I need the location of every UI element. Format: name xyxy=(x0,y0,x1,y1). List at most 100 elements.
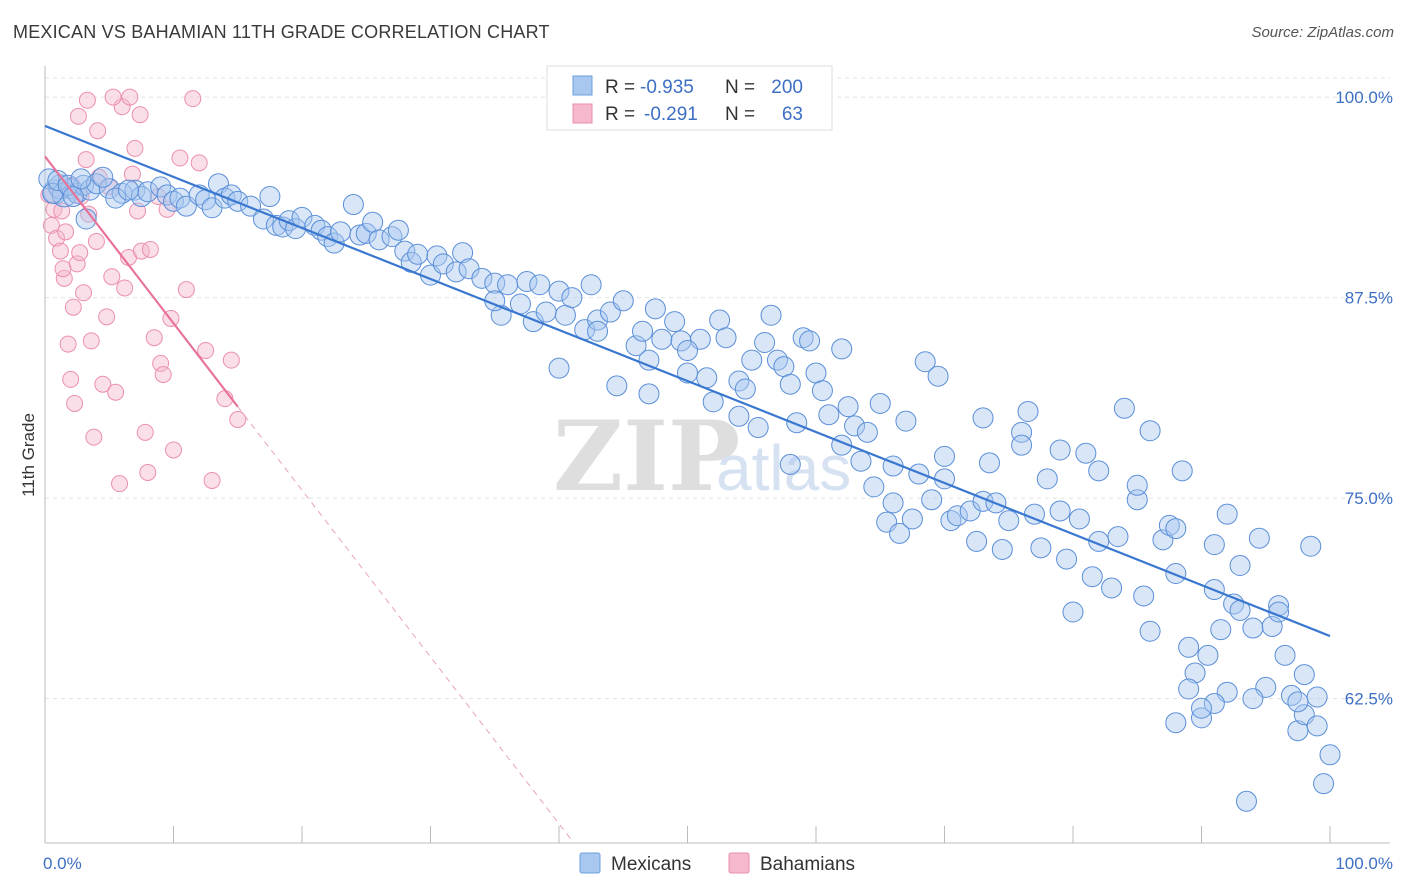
watermark-atlas: atlas xyxy=(716,432,851,504)
mexican-point xyxy=(1306,686,1328,708)
mexican-point xyxy=(779,373,801,395)
mexican-point xyxy=(471,267,493,289)
mexican-point xyxy=(1242,688,1264,710)
mexican-point xyxy=(1126,489,1148,511)
bahamian-point xyxy=(203,471,221,489)
mexican-point xyxy=(1191,697,1212,719)
mexican-point xyxy=(908,463,930,485)
source-label: Source: ZipAtlas.com xyxy=(1251,24,1394,41)
mexican-point xyxy=(92,166,114,188)
mexican-point xyxy=(638,383,660,405)
bahamian-point xyxy=(123,165,141,183)
mexican-point xyxy=(651,328,673,350)
mexican-point xyxy=(1158,514,1180,536)
bahamian-point xyxy=(177,281,195,299)
mexican-point xyxy=(1171,460,1193,482)
mexican-point xyxy=(895,410,917,432)
mexican-point xyxy=(407,243,429,265)
mexican-point xyxy=(632,320,654,342)
grid-lines xyxy=(45,77,1390,700)
y-tick-label: 87.5% xyxy=(1345,289,1393,308)
bahamians-trend-line xyxy=(44,155,239,408)
mexican-point xyxy=(1101,577,1123,599)
mexican-point xyxy=(760,304,782,326)
legend-n-value-1: 200 xyxy=(771,77,803,98)
mexican-point xyxy=(998,510,1020,532)
mexican-point xyxy=(118,179,140,201)
bahamian-point xyxy=(85,428,103,446)
bahamian-point xyxy=(190,154,208,172)
mexican-point xyxy=(946,505,968,527)
bottom-legend-swatch-bahamians xyxy=(728,852,750,874)
legend-r-label-2: R = xyxy=(605,104,635,125)
mexican-point xyxy=(1300,535,1322,557)
mexican-point xyxy=(163,190,184,212)
mexican-point xyxy=(580,274,602,296)
bahamian-point xyxy=(62,370,80,388)
mexican-point xyxy=(837,396,859,418)
mexican-point xyxy=(394,240,416,262)
mexican-point xyxy=(535,301,557,323)
bahamian-point xyxy=(64,298,82,316)
mexican-point xyxy=(1017,400,1039,422)
trend-lines xyxy=(44,124,1331,844)
mexican-point xyxy=(368,229,390,251)
mexican-point xyxy=(1197,644,1219,666)
mexican-point xyxy=(606,375,628,397)
mexican-point xyxy=(1203,534,1225,556)
series-legend: Mexicans Bahamians xyxy=(579,852,855,875)
legend-r-label-1: R = xyxy=(605,77,635,98)
bahamian-point xyxy=(78,91,96,109)
legend-n-label-1: N = xyxy=(725,77,755,98)
mexican-point xyxy=(156,184,178,206)
mexican-point xyxy=(1210,619,1232,641)
bahamian-point xyxy=(98,308,116,326)
mexican-point xyxy=(644,298,666,320)
y-tick-label: 100.0% xyxy=(1335,88,1393,107)
mexican-point xyxy=(240,195,262,217)
mexican-point xyxy=(889,522,911,544)
mexican-point xyxy=(966,530,988,552)
mexican-point xyxy=(529,274,551,296)
mexican-point xyxy=(1139,620,1161,642)
bahamian-point xyxy=(184,90,202,108)
bahamian-point xyxy=(165,441,182,459)
bahamian-point xyxy=(131,106,149,124)
mexican-point xyxy=(1306,715,1328,737)
mexican-point xyxy=(38,168,60,190)
bahamian-point xyxy=(77,151,95,169)
mexican-point xyxy=(1133,585,1155,607)
mexican-point xyxy=(1062,601,1084,623)
mexican-point xyxy=(1056,548,1078,570)
bahamian-point xyxy=(197,342,215,360)
mexican-point xyxy=(554,304,576,326)
mexican-point xyxy=(1178,636,1200,658)
mexican-point xyxy=(972,407,994,429)
mexican-point xyxy=(1216,503,1238,525)
mexican-point xyxy=(1088,460,1110,482)
mexican-point xyxy=(1030,537,1052,559)
bahamian-point xyxy=(59,335,77,353)
mexican-point xyxy=(1036,468,1058,490)
mexican-point xyxy=(310,219,332,241)
mexican-point xyxy=(1319,744,1341,766)
mexican-point xyxy=(548,280,570,302)
mexican-point xyxy=(863,476,885,498)
axes xyxy=(44,66,1390,844)
mexican-point xyxy=(1184,662,1206,684)
bottom-legend-mexicans: Mexicans xyxy=(611,854,691,875)
bahamian-point xyxy=(139,463,157,481)
mexican-point xyxy=(381,226,403,248)
mexican-point xyxy=(105,187,127,209)
mexican-point xyxy=(927,365,949,387)
bahamians-points xyxy=(40,88,247,493)
mexican-point xyxy=(921,489,943,511)
mexican-point xyxy=(734,378,756,400)
mexican-point xyxy=(1287,691,1309,713)
mexican-point xyxy=(387,219,409,241)
mexican-point xyxy=(715,327,737,349)
bahamian-point xyxy=(145,329,163,347)
mexican-point xyxy=(664,311,686,333)
mexican-point xyxy=(1081,566,1103,588)
